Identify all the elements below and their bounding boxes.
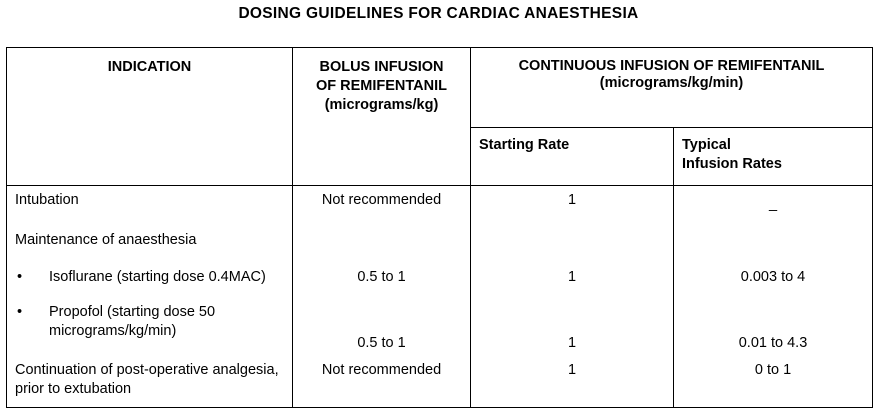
header-text: INDICATION	[107, 59, 192, 75]
table-cell: Propofol (starting dose 50 micrograms/kg…	[6, 297, 293, 356]
table-cell: 1	[470, 185, 674, 226]
cell-text: Continuation of post-operative analgesia…	[15, 361, 279, 397]
table-cell: _	[673, 185, 873, 226]
cell-text: 1	[567, 268, 577, 285]
header-text: BOLUS INFUSION OF REMIFENTANIL	[315, 59, 448, 94]
cell-text: 1	[567, 192, 577, 208]
table-cell: 0.003 to 4	[673, 262, 873, 298]
table-row: Isoflurane (starting dose 0.4MAC) 0.5 to …	[6, 262, 873, 298]
cell-text: 0.003 to 4	[740, 268, 806, 285]
table-cell: 1	[470, 262, 674, 298]
cell-text: 1	[567, 361, 577, 378]
header-cell: Typical Infusion Rates	[673, 127, 873, 186]
table-row: Intubation Not recommended 1 _	[6, 185, 873, 226]
table-cell	[673, 225, 873, 263]
table-cell: 1	[470, 297, 674, 356]
cell-text: 0.5 to 1	[357, 268, 406, 285]
cell-text: Isoflurane (starting dose 0.4MAC)	[49, 268, 266, 285]
table-cell: 0.5 to 1	[292, 297, 471, 356]
table-cell: 0 to 1	[673, 355, 873, 408]
table-cell: 0.01 to 4.3	[673, 297, 873, 356]
table-row: Propofol (starting dose 50 micrograms/kg…	[6, 297, 873, 356]
cell-text: 0.5 to 1	[357, 334, 406, 351]
table-cell: 1	[470, 355, 674, 408]
dosing-table: INDICATION BOLUS INFUSION OF REMIFENTANI…	[6, 47, 873, 408]
cell-text: Propofol (starting dose 50 micrograms/kg…	[49, 303, 216, 339]
cell-text: 0.01 to 4.3	[738, 334, 808, 351]
cell-text: Not recommended	[321, 192, 442, 208]
cell-text: Intubation	[15, 192, 79, 208]
table-cell: Continuation of post-operative analgesia…	[6, 355, 293, 408]
cell-text: 1	[567, 334, 577, 351]
header-cell: INDICATION	[6, 47, 293, 186]
header-text: Typical Infusion Rates	[682, 137, 782, 172]
table-cell: Isoflurane (starting dose 0.4MAC)	[6, 262, 293, 298]
table-row: Continuation of post-operative analgesia…	[6, 355, 873, 408]
cell-text: 0 to 1	[754, 361, 792, 378]
table-cell: Not recommended	[292, 185, 471, 226]
header-row: Starting Rate Typical Infusion Rates	[7, 127, 873, 186]
header-cell: CONTINUOUS INFUSION OF REMIFENTANIL (micr…	[470, 47, 873, 128]
cell-text: Not recommended	[321, 361, 442, 378]
header-unit: (micrograms/kg)	[324, 97, 439, 113]
table-cell	[292, 225, 471, 263]
header-unit: (micrograms/kg/min)	[599, 75, 744, 91]
cell-text: _	[768, 196, 778, 212]
table-cell: 0.5 to 1	[292, 262, 471, 298]
header-cell: Starting Rate	[470, 127, 674, 186]
table-header: INDICATION BOLUS INFUSION OF REMIFENTANI…	[6, 47, 873, 186]
table-cell	[470, 225, 674, 263]
title: DOSING GUIDELINES FOR CARDIAC ANAESTHESI…	[238, 5, 639, 22]
table-cell: Maintenance of anaesthesia	[6, 225, 293, 263]
header-text: CONTINUOUS INFUSION OF REMIFENTANIL	[518, 58, 825, 74]
cell-text: Maintenance of anaesthesia	[15, 231, 197, 248]
table-row: Maintenance of anaesthesia	[6, 225, 873, 263]
table-cell: Not recommended	[292, 355, 471, 408]
table-cell: Intubation	[6, 185, 293, 226]
header-row: INDICATION BOLUS INFUSION OF REMIFENTANI…	[6, 47, 873, 186]
header-text: Starting Rate	[479, 137, 570, 153]
header-cell: BOLUS INFUSION OF REMIFENTANIL (microgram…	[292, 47, 471, 186]
table-body: Intubation Not recommended 1 _ Maintenance o…	[6, 185, 873, 408]
